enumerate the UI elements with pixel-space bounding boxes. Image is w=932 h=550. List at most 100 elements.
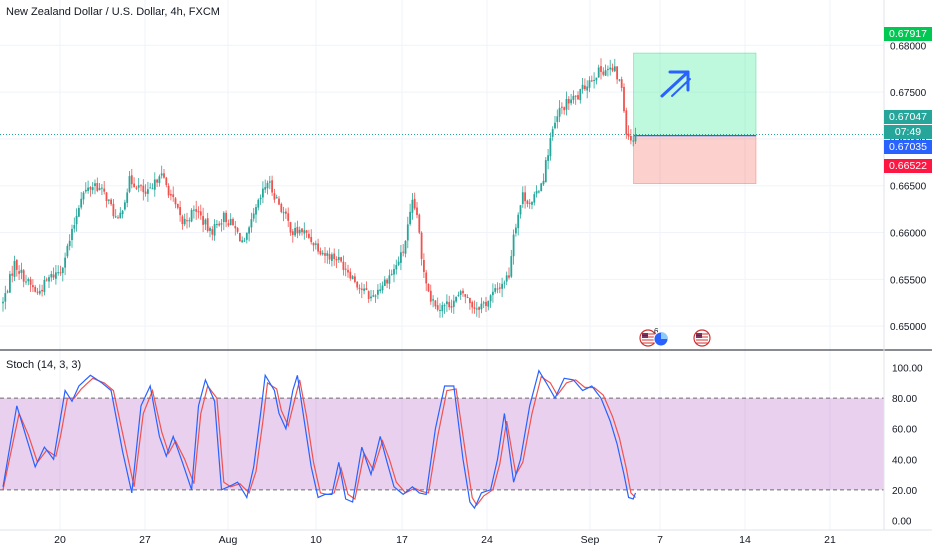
stoch-axis-tick: 80.00 — [892, 394, 917, 405]
candle-body — [572, 95, 575, 100]
candle-body — [409, 211, 411, 225]
candle-body — [395, 264, 398, 270]
stoch-indicator-label[interactable]: Stoch (14, 3, 3) — [6, 359, 82, 371]
candle-body — [87, 187, 89, 191]
candle-body — [427, 283, 430, 292]
candle-body — [634, 134, 637, 142]
candle-body — [13, 260, 16, 277]
candle-body — [344, 268, 347, 270]
candle-body — [462, 290, 464, 294]
target-zone — [633, 52, 757, 136]
candle-body — [526, 200, 529, 204]
candle-body — [225, 212, 227, 223]
candle-body — [11, 273, 14, 276]
candle-body — [503, 282, 506, 284]
candle-body — [340, 257, 342, 262]
candle-body — [448, 302, 451, 308]
candle-body — [199, 211, 202, 216]
candle-body — [450, 306, 453, 308]
candle-body — [551, 129, 554, 137]
candle-body — [142, 185, 145, 193]
candle-body — [494, 288, 497, 292]
candle-body — [342, 261, 345, 270]
stoch-axis-tick: 0.00 — [892, 516, 912, 527]
candle-body — [404, 240, 407, 254]
time-axis-tick: Sep — [581, 534, 600, 546]
candle-body — [466, 296, 469, 298]
candle-body — [567, 98, 570, 104]
price-axis-tick: 0.67500 — [890, 88, 927, 99]
candle-body — [579, 89, 582, 101]
candle-body — [618, 79, 621, 81]
candle-body — [202, 216, 204, 225]
candle-body — [57, 272, 60, 274]
candle-body — [524, 192, 526, 202]
candle-body — [482, 302, 485, 304]
candle-body — [425, 272, 428, 284]
candle-body — [259, 197, 262, 200]
candle-body — [400, 252, 402, 263]
time-axis-tick: 14 — [739, 534, 751, 546]
us-flag-icon — [693, 329, 711, 347]
candle-body — [305, 230, 308, 233]
candle-body — [64, 257, 66, 268]
candle-body — [423, 260, 425, 273]
candle-body — [66, 245, 69, 257]
candle-body — [220, 223, 223, 225]
candle-body — [492, 291, 494, 296]
candle-body — [89, 187, 92, 190]
candle-body — [533, 194, 536, 203]
candle-body — [623, 86, 625, 112]
candle-body — [262, 188, 264, 198]
candle-body — [515, 227, 517, 234]
candle-body — [282, 212, 285, 214]
price-axis-tick: 0.65000 — [890, 322, 927, 333]
candle-body — [464, 294, 467, 297]
candle-body — [271, 180, 273, 193]
candle-body — [556, 116, 559, 122]
candle-body — [383, 279, 386, 286]
candle-body — [535, 191, 538, 194]
candle-body — [280, 203, 283, 212]
candle-body — [544, 160, 547, 183]
stoch-k-line — [2, 369, 637, 510]
candle-body — [6, 291, 9, 293]
candle-body — [356, 281, 359, 288]
candle-body — [291, 231, 294, 235]
candle-body — [349, 271, 352, 279]
candle-body — [48, 277, 50, 282]
candle-body — [365, 288, 368, 290]
candle-body — [498, 287, 501, 289]
candle-body — [630, 135, 632, 141]
candle-body — [607, 68, 609, 71]
candle-body — [473, 307, 476, 309]
candle-body — [317, 243, 319, 252]
long-arrow-icon — [660, 70, 691, 98]
candle-body — [252, 213, 255, 219]
candle-body — [172, 194, 175, 198]
candle-body — [570, 99, 572, 104]
candle-body — [245, 232, 248, 240]
candle-body — [379, 289, 382, 292]
candle-body — [593, 79, 595, 81]
candle-body — [441, 305, 444, 312]
candle-body — [61, 267, 64, 274]
candle-body — [406, 224, 409, 241]
time-axis-tick: 21 — [824, 534, 836, 546]
candle-body — [418, 214, 421, 233]
candle-body — [179, 206, 181, 216]
candle-body — [94, 183, 96, 186]
stoch-axis-tick: 60.00 — [892, 425, 917, 436]
candle-body — [549, 138, 552, 157]
candle-body — [496, 288, 499, 290]
candle-body — [243, 240, 246, 242]
candle-body — [144, 191, 147, 194]
candle-body — [84, 189, 87, 192]
candle-body — [126, 192, 129, 203]
candle-body — [273, 193, 276, 200]
instrument-title: New Zealand Dollar / U.S. Dollar, 4h, FX… — [6, 6, 220, 18]
candle-body — [114, 216, 117, 218]
candle-body — [627, 133, 630, 137]
